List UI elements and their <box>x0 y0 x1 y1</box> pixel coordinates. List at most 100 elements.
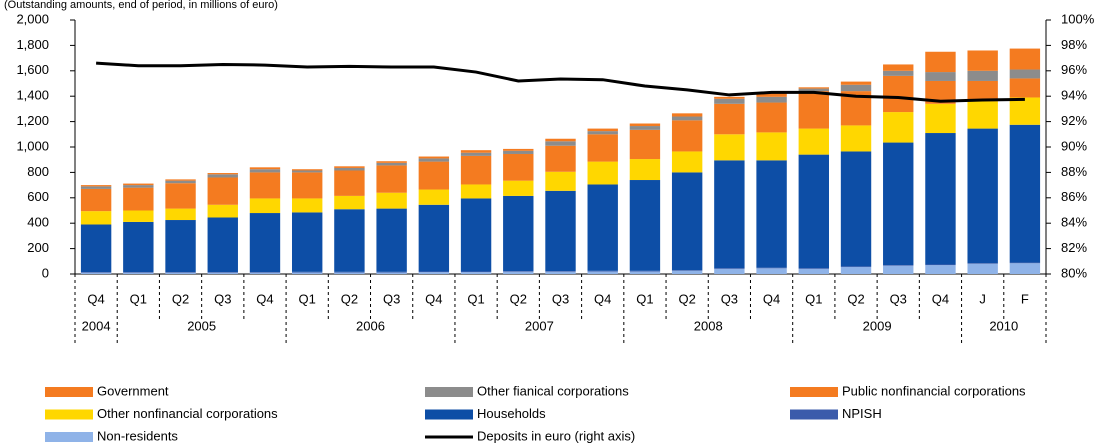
bar-segment <box>925 264 956 266</box>
bar-segment <box>798 88 830 92</box>
y2-tick-label: 100% <box>1061 11 1095 26</box>
legend-label: Deposits in euro (right axis) <box>477 428 635 443</box>
bar-segment <box>1009 78 1041 98</box>
year-label: 2004 <box>82 318 111 333</box>
bar-segment <box>967 80 998 102</box>
x-tick-label: Q4 <box>256 291 273 306</box>
x-tick-label: Q2 <box>678 291 695 306</box>
bar-segment <box>291 212 323 272</box>
bar-segment <box>840 125 872 152</box>
legend-swatch <box>790 409 838 420</box>
bar-segment <box>671 151 703 173</box>
bar-segment <box>545 145 576 172</box>
year-label: 2006 <box>356 318 385 333</box>
y2-tick-label: 98% <box>1061 37 1087 52</box>
y-tick-label: 2,000 <box>16 11 49 26</box>
chart-subtitle: (Outstanding amounts, end of period, in … <box>4 0 278 11</box>
y-tick-label: 600 <box>27 189 49 204</box>
y-tick-label: 800 <box>27 164 49 179</box>
bar-segment <box>798 87 830 89</box>
bar-segment <box>334 170 365 196</box>
bar-segment <box>925 51 956 73</box>
bar-segment <box>587 271 618 274</box>
bar-segment <box>925 265 956 274</box>
bar-segment <box>376 208 407 272</box>
year-label: 2005 <box>187 318 216 333</box>
bar-segment <box>249 213 281 273</box>
year-label: 2009 <box>863 318 892 333</box>
bar-segment <box>587 128 618 132</box>
bar-segment <box>334 209 365 272</box>
bar-segment <box>1009 97 1041 125</box>
bar-segment <box>756 96 787 103</box>
bar-segment <box>418 161 450 190</box>
legend-label: Government <box>97 383 169 398</box>
legend-label: Other fianical corporations <box>477 383 629 398</box>
bar-segment <box>1009 69 1041 79</box>
y-tick-label: 200 <box>27 240 49 255</box>
year-label: 2008 <box>694 318 723 333</box>
bar-segment <box>925 133 956 265</box>
legend-swatch <box>425 409 473 420</box>
x-tick-label: Q3 <box>890 291 907 306</box>
bar-segment <box>123 221 154 273</box>
bar-segment <box>376 192 407 209</box>
bar-segment <box>756 268 787 274</box>
bar-segment <box>798 91 830 129</box>
bar-segment <box>503 271 534 274</box>
bar-segment <box>756 132 787 161</box>
bar-segment <box>883 142 914 266</box>
y2-tick-label: 88% <box>1061 164 1087 179</box>
bar-segment <box>883 75 914 113</box>
bar-segment <box>545 271 576 274</box>
bar-segment <box>123 187 154 211</box>
bar-segment <box>418 271 450 273</box>
x-tick-label: Q1 <box>636 291 653 306</box>
bar-segment <box>503 180 534 196</box>
bar-segment <box>460 271 492 273</box>
bar-segment <box>503 148 534 151</box>
x-tick-label: Q4 <box>932 291 949 306</box>
bar-segment <box>123 183 154 186</box>
bar-segment <box>418 189 450 205</box>
bar-segment <box>967 50 998 71</box>
bar-segment <box>291 172 323 199</box>
bar-segment <box>1009 262 1041 264</box>
bar-segment <box>545 141 576 146</box>
bar-segment <box>291 271 323 273</box>
bar-segment <box>545 138 576 142</box>
bar-segment <box>123 272 154 274</box>
bar-segment <box>925 72 956 81</box>
bar-segment <box>460 184 492 199</box>
bar-segment <box>207 204 238 218</box>
bar-segment <box>80 272 112 274</box>
bar-segment <box>249 167 281 170</box>
bar-segment <box>123 185 154 188</box>
bar-segment <box>714 134 745 161</box>
bar-segment <box>249 169 281 173</box>
y-tick-label: 1,600 <box>16 62 49 77</box>
legend-swatch <box>45 432 93 442</box>
legend-label: Households <box>477 406 546 421</box>
bar-segment <box>967 101 998 129</box>
legend-label: Other nonfinancial corporations <box>97 406 278 421</box>
bar-segment <box>714 96 745 99</box>
x-tick-label: Q4 <box>425 291 442 306</box>
bar-segment <box>80 211 112 225</box>
bar-segment <box>165 179 196 181</box>
bar-segment <box>418 156 450 159</box>
bar-segment <box>629 271 661 274</box>
bar-segment <box>376 161 407 163</box>
bar-segment <box>587 131 618 135</box>
bar-segment <box>1009 48 1041 70</box>
bar-segment <box>249 198 281 214</box>
bar-segment <box>207 217 238 273</box>
bar-segment <box>165 272 196 273</box>
y-tick-label: 1,200 <box>16 113 49 128</box>
bar-segment <box>671 120 703 152</box>
y-tick-label: 1,400 <box>16 88 49 103</box>
bar-segment <box>545 190 576 272</box>
bar-segment <box>671 172 703 271</box>
legend-label: Public nonfinancial corporations <box>842 383 1026 398</box>
